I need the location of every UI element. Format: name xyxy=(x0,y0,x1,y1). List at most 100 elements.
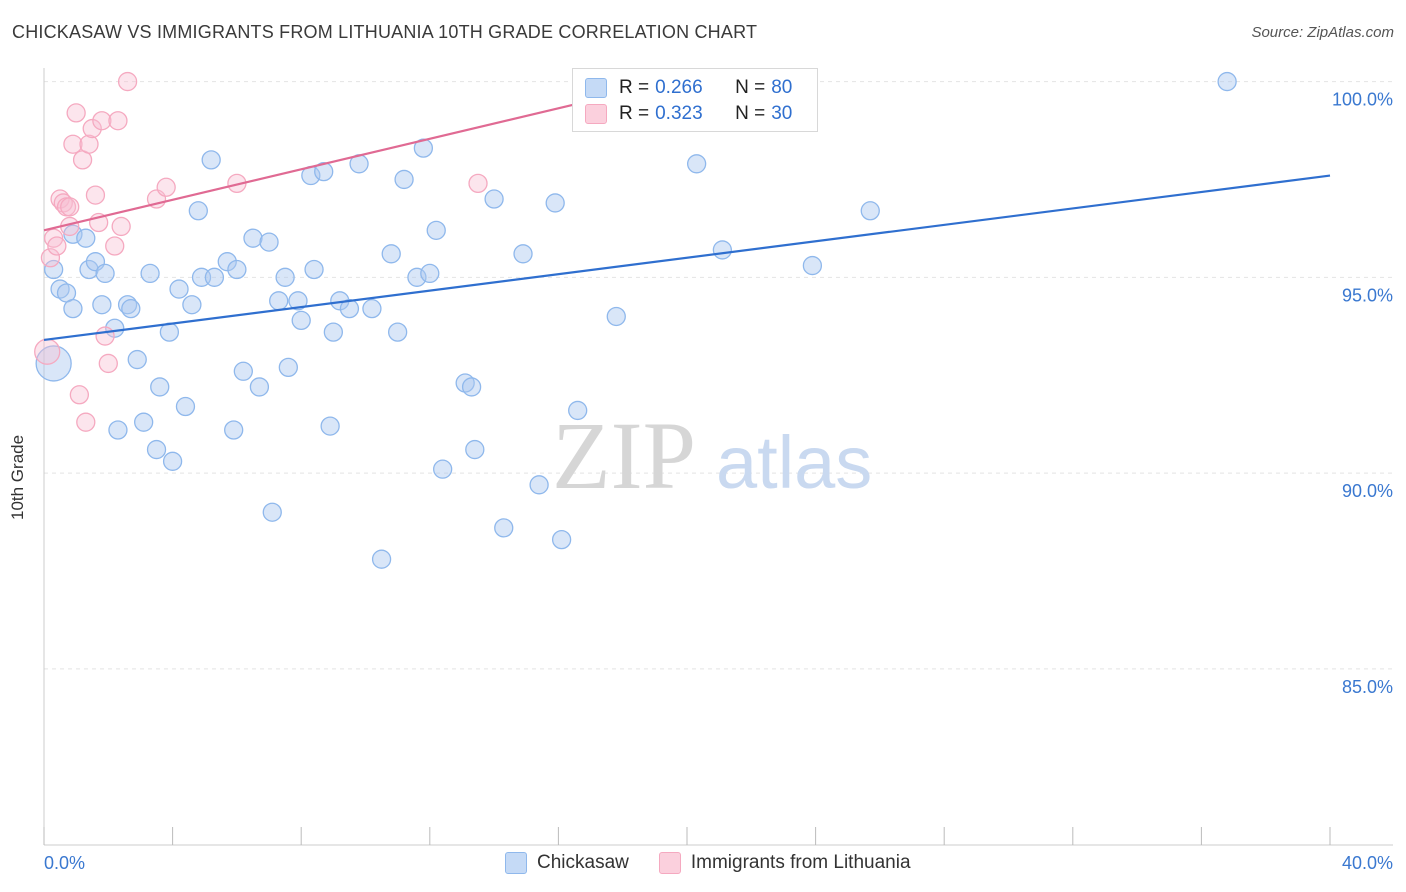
chickasaw-point-10 xyxy=(95,263,115,284)
chickasaw-point-22 xyxy=(169,279,189,299)
lithuania-point-15 xyxy=(82,118,102,139)
chickasaw-point-0 xyxy=(35,345,72,382)
series-lithuania-points xyxy=(34,71,649,432)
legend-label-lithuania: Immigrants from Lithuania xyxy=(690,852,911,873)
n-label: N = xyxy=(735,77,766,98)
lithuania-point-10 xyxy=(66,103,86,123)
chickasaw-point-43 xyxy=(304,259,324,280)
chickasaw-point-21 xyxy=(162,451,183,471)
lithuania-swatch xyxy=(585,104,607,124)
lithuania-point-0 xyxy=(34,338,61,365)
lithuania-point-24 xyxy=(117,71,138,92)
lithuania-point-11 xyxy=(69,385,90,405)
r-label: R = xyxy=(619,77,650,98)
chickasaw-point-35 xyxy=(259,232,279,252)
legend-swatch-chickasaw xyxy=(505,852,527,874)
watermark-atlas: atlas xyxy=(716,421,872,504)
chickasaw-point-41 xyxy=(291,310,311,331)
lithuania-point-7 xyxy=(60,197,80,217)
legend-item-lithuania: Immigrants from Lithuania xyxy=(658,852,911,874)
chickasaw-swatch xyxy=(585,78,607,98)
chickasaw-point-75 xyxy=(802,255,823,276)
stats-row-chickasaw: R = 0.266 N = 80 xyxy=(585,75,792,101)
y-tick-label-2: 95.0% xyxy=(1342,285,1393,305)
chickasaw-point-53 xyxy=(387,322,408,342)
chickasaw-point-71 xyxy=(686,154,707,174)
legend-label-chickasaw: Chickasaw xyxy=(537,852,629,873)
lithuania-point-23 xyxy=(111,216,131,237)
chickasaw-point-11 xyxy=(105,318,125,338)
chickasaw-point-6 xyxy=(76,228,96,248)
chickasaw-point-69 xyxy=(568,400,588,421)
chickasaw-point-57 xyxy=(420,263,440,284)
chickasaw-point-9 xyxy=(92,295,112,315)
x-tick-label-min: 0.0% xyxy=(44,853,85,873)
lithuania-trend-line xyxy=(43,80,672,232)
chickasaw-point-27 xyxy=(201,150,221,170)
chickasaw-point-32 xyxy=(233,361,253,381)
lithuania-point-13 xyxy=(76,412,96,432)
chickasaw-point-56 xyxy=(413,138,434,158)
series-chickasaw-points xyxy=(35,71,1237,569)
r-label: R = xyxy=(619,103,650,124)
chickasaw-point-61 xyxy=(461,377,482,397)
chickasaw-point-31 xyxy=(227,259,247,280)
y-tick-labels: 85.0% 90.0% 95.0% 100.0% xyxy=(1332,90,1393,697)
chickasaw-point-33 xyxy=(243,228,263,248)
chickasaw-point-76 xyxy=(860,201,880,221)
chickasaw-point-72 xyxy=(712,240,733,260)
chickasaw-point-45 xyxy=(320,416,340,436)
lithuania-point-1 xyxy=(40,248,61,268)
chickasaw-point-50 xyxy=(362,298,382,319)
n-label: N = xyxy=(735,103,766,124)
trend-lines xyxy=(43,80,1331,342)
chickasaw-point-37 xyxy=(269,291,289,311)
stats-legend: R = 0.266 N = 80 R = 0.323 N = 30 xyxy=(572,68,818,132)
chickasaw-point-54 xyxy=(394,169,414,190)
chickasaw-point-16 xyxy=(134,412,154,432)
chickasaw-point-23 xyxy=(175,396,196,417)
chickasaw-point-68 xyxy=(551,529,572,550)
lithuania-point-14 xyxy=(79,134,99,154)
lithuania-point-18 xyxy=(92,111,112,131)
watermark: ZIP atlas xyxy=(552,402,872,509)
chickasaw-trend-line xyxy=(43,174,1331,342)
chickasaw-point-70 xyxy=(606,306,626,327)
chickasaw-point-39 xyxy=(278,357,298,378)
chickasaw-point-19 xyxy=(150,377,170,397)
y-tick-label-1: 90.0% xyxy=(1342,481,1393,501)
chickasaw-point-64 xyxy=(494,518,514,538)
chickasaw-point-62 xyxy=(465,439,485,460)
chickasaw-point-52 xyxy=(381,244,401,264)
chickasaw-point-34 xyxy=(249,377,270,397)
lithuania-point-19 xyxy=(95,326,115,346)
r-value-chickasaw: 0.266 xyxy=(655,77,703,98)
lithuania-point-28 xyxy=(468,173,488,194)
chickasaw-point-24 xyxy=(182,295,202,315)
chickasaw-point-14 xyxy=(121,298,141,319)
chickasaw-point-4 xyxy=(63,298,83,319)
chickasaw-point-18 xyxy=(146,439,167,460)
series-legend: Chickasaw Immigrants from Lithuania xyxy=(505,852,941,874)
n-value-chickasaw: 80 xyxy=(771,77,793,98)
chickasaw-point-63 xyxy=(484,189,504,209)
r-value-lithuania: 0.323 xyxy=(655,103,703,124)
lithuania-point-16 xyxy=(85,185,106,205)
chickasaw-point-30 xyxy=(224,420,244,440)
stats-row-lithuania: R = 0.323 N = 30 xyxy=(585,101,792,127)
chickasaw-point-25 xyxy=(188,201,208,221)
chickasaw-point-1 xyxy=(43,259,64,280)
chickasaw-point-7 xyxy=(79,259,99,280)
chickasaw-point-77 xyxy=(1217,71,1237,92)
chickasaw-point-66 xyxy=(529,475,549,495)
y-tick-label-0: 85.0% xyxy=(1342,677,1393,697)
chart-source: Source: ZipAtlas.com xyxy=(1251,24,1394,41)
lithuania-point-22 xyxy=(108,111,128,131)
chickasaw-point-65 xyxy=(513,244,533,264)
lithuania-point-9 xyxy=(63,134,83,154)
chickasaw-point-51 xyxy=(371,549,392,569)
axes xyxy=(43,68,1393,846)
chickasaw-point-28 xyxy=(204,267,225,287)
lithuania-point-26 xyxy=(156,177,176,197)
chickasaw-point-38 xyxy=(275,267,295,287)
